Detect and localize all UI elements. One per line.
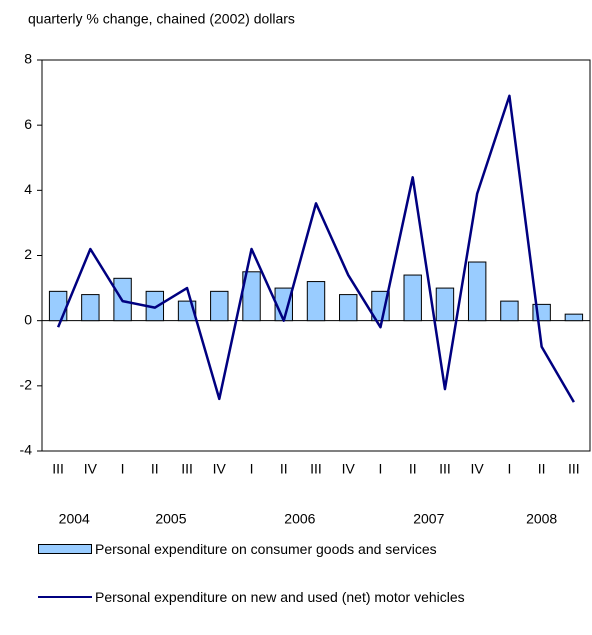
bar — [306, 281, 326, 322]
y-tick-label: -2 — [20, 377, 33, 393]
plot-frame — [41, 59, 591, 452]
x-tick-label: IV — [213, 461, 227, 477]
x-tick-label: IV — [342, 461, 356, 477]
x-tick-label: I — [379, 461, 383, 477]
y-tick-label: 4 — [24, 181, 32, 197]
x-group-label: 2006 — [284, 511, 315, 527]
x-tick-label: III — [568, 461, 580, 477]
y-tick-label: 0 — [24, 311, 32, 327]
x-tick-label: III — [310, 461, 322, 477]
y-tick-label: 2 — [24, 246, 32, 262]
legend-swatch — [38, 544, 92, 554]
x-tick-label: I — [250, 461, 254, 477]
chart-subtitle: quarterly % change, chained (2002) dolla… — [28, 11, 295, 27]
line — [56, 94, 575, 403]
x-tick-label: IV — [471, 461, 485, 477]
legend-label: Personal expenditure on consumer goods a… — [95, 541, 437, 557]
bar — [435, 287, 455, 322]
bar — [467, 261, 487, 322]
bar — [371, 290, 390, 322]
y-tick-label: 6 — [24, 116, 32, 132]
x-group-label: 2005 — [155, 511, 186, 527]
bar — [339, 294, 358, 322]
x-group-label: 2007 — [413, 511, 444, 527]
bar — [48, 290, 68, 322]
x-tick-label: II — [280, 461, 288, 477]
x-group-label: 2008 — [526, 511, 557, 527]
x-tick-label: II — [409, 461, 417, 477]
bar — [81, 294, 100, 322]
legend-swatch — [38, 596, 92, 598]
bar — [500, 300, 519, 322]
y-tick-label: -4 — [20, 442, 33, 458]
x-tick-label: III — [52, 461, 64, 477]
x-tick-label: IV — [84, 461, 98, 477]
x-tick-label: I — [507, 461, 511, 477]
bar — [210, 290, 229, 322]
legend-item: Personal expenditure on new and used (ne… — [38, 589, 558, 605]
y-tick-label: 8 — [24, 51, 32, 67]
x-tick-label: III — [181, 461, 193, 477]
bar — [242, 271, 261, 322]
bar — [564, 313, 584, 322]
legend-label: Personal expenditure on new and used (ne… — [95, 589, 465, 605]
bar — [403, 274, 422, 322]
x-tick-label: II — [151, 461, 159, 477]
x-tick-label: III — [439, 461, 451, 477]
legend-item: Personal expenditure on consumer goods a… — [38, 541, 558, 557]
x-group-label: 2004 — [59, 511, 90, 527]
x-tick-label: I — [121, 461, 125, 477]
x-tick-label: II — [538, 461, 546, 477]
